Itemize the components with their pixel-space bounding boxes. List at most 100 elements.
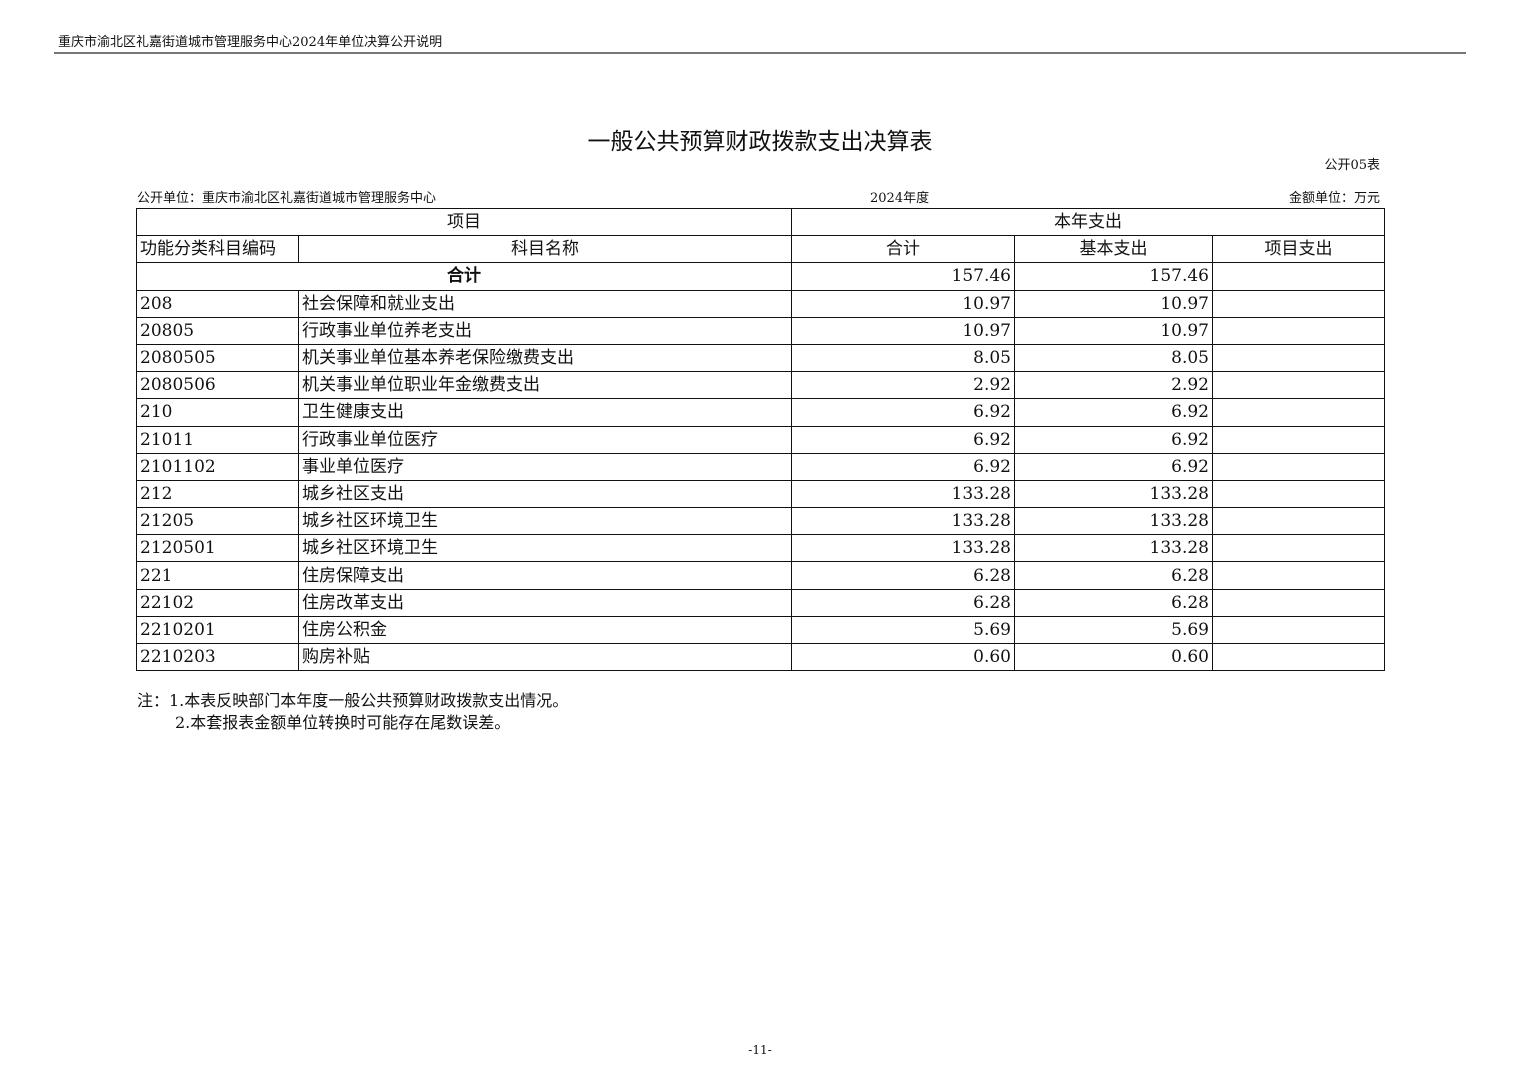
col-name: 科目名称 <box>298 235 792 264</box>
fiscal-year: 2024年度 <box>870 191 930 206</box>
table-number: 公开05表 <box>1324 158 1380 173</box>
cell-basic: 133.28 <box>1014 534 1213 563</box>
running-header: 重庆市渝北区礼嘉街道城市管理服务中心2024年单位决算公开说明 <box>58 35 443 50</box>
table-row: 2101102 事业单位医疗 6.92 6.92 <box>136 452 1385 481</box>
cell-basic: 6.92 <box>1014 452 1213 481</box>
cell-name: 购房补贴 <box>298 642 792 672</box>
cell-name: 住房公积金 <box>298 615 792 645</box>
page-title: 一般公共预算财政拨款支出决算表 <box>587 129 933 155</box>
cell-name: 住房保障支出 <box>298 561 792 590</box>
table-row: 22102 住房改革支出 6.28 6.28 <box>136 588 1385 617</box>
reporting-unit: 公开单位：重庆市渝北区礼嘉街道城市管理服务中心 <box>137 191 437 206</box>
expenditure-table: 项目 本年支出 功能分类科目编码 科目名称 合计 基本支出 项目支出 合计 15… <box>136 207 1385 672</box>
table-row: 20805 行政事业单位养老支出 10.97 10.97 <box>136 316 1385 345</box>
notes: 注：1.本表反映部门本年度一般公共预算财政拨款支出情况。 2.本套报表金额单位转… <box>137 690 568 734</box>
cell-total: 10.97 <box>791 316 1015 345</box>
cell-project <box>1212 316 1385 345</box>
cell-name: 城乡社区环境卫生 <box>298 507 792 536</box>
total-row: 合计 157.46 157.46 <box>136 262 1385 291</box>
table-row: 2120501 城乡社区环境卫生 133.28 133.28 <box>136 534 1385 563</box>
cell-name: 行政事业单位养老支出 <box>298 316 792 345</box>
table-row: 21011 行政事业单位医疗 6.92 6.92 <box>136 425 1385 454</box>
total-basic: 157.46 <box>1014 262 1213 291</box>
cell-basic: 8.05 <box>1014 343 1213 373</box>
cell-basic: 5.69 <box>1014 615 1213 645</box>
cell-code: 210 <box>136 398 299 427</box>
cell-total: 6.92 <box>791 452 1015 481</box>
cell-project <box>1212 289 1385 318</box>
table-row: 2080506 机关事业单位职业年金缴费支出 2.92 2.92 <box>136 371 1385 400</box>
cell-project <box>1212 398 1385 427</box>
cell-name: 城乡社区环境卫生 <box>298 534 792 563</box>
total-label: 合计 <box>136 262 792 291</box>
cell-project <box>1212 507 1385 536</box>
table-row: 2080505 机关事业单位基本养老保险缴费支出 8.05 8.05 <box>136 343 1385 373</box>
cell-code: 2120501 <box>136 534 299 563</box>
cell-total: 6.28 <box>791 561 1015 590</box>
cell-total: 2.92 <box>791 371 1015 400</box>
table-row: 210 卫生健康支出 6.92 6.92 <box>136 398 1385 427</box>
table-row: 2210203 购房补贴 0.60 0.60 <box>136 642 1385 672</box>
cell-basic: 133.28 <box>1014 507 1213 536</box>
table-row: 2210201 住房公积金 5.69 5.69 <box>136 615 1385 645</box>
total-project <box>1212 262 1385 291</box>
cell-name: 社会保障和就业支出 <box>298 289 792 318</box>
cell-basic: 0.60 <box>1014 642 1213 672</box>
cell-project <box>1212 371 1385 400</box>
note-2: 2.本套报表金额单位转换时可能存在尾数误差。 <box>175 713 511 732</box>
cell-code: 22102 <box>136 588 299 617</box>
cell-code: 21011 <box>136 425 299 454</box>
cell-code: 2210201 <box>136 615 299 645</box>
cell-project <box>1212 588 1385 617</box>
cell-total: 10.97 <box>791 289 1015 318</box>
table-row: 221 住房保障支出 6.28 6.28 <box>136 561 1385 590</box>
amount-unit: 金额单位：万元 <box>1288 191 1380 206</box>
cell-name: 事业单位医疗 <box>298 452 792 481</box>
cell-code: 2101102 <box>136 452 299 481</box>
cell-total: 0.60 <box>791 642 1015 672</box>
cell-code: 2080506 <box>136 371 299 400</box>
cell-project <box>1212 615 1385 645</box>
cell-total: 6.28 <box>791 588 1015 617</box>
cell-basic: 10.97 <box>1014 316 1213 345</box>
cell-project <box>1212 479 1385 509</box>
cell-total: 133.28 <box>791 507 1015 536</box>
cell-code: 208 <box>136 289 299 318</box>
cell-name: 机关事业单位职业年金缴费支出 <box>298 371 792 400</box>
col-basic: 基本支出 <box>1014 235 1213 264</box>
cell-code: 212 <box>136 479 299 509</box>
header-current-year: 本年支出 <box>791 207 1385 237</box>
cell-total: 6.92 <box>791 425 1015 454</box>
cell-name: 住房改革支出 <box>298 588 792 617</box>
table-row: 208 社会保障和就业支出 10.97 10.97 <box>136 289 1385 318</box>
cell-total: 133.28 <box>791 479 1015 509</box>
cell-total: 5.69 <box>791 615 1015 645</box>
cell-project <box>1212 343 1385 373</box>
cell-basic: 2.92 <box>1014 371 1213 400</box>
cell-total: 133.28 <box>791 534 1015 563</box>
cell-project <box>1212 642 1385 672</box>
col-code: 功能分类科目编码 <box>136 235 299 264</box>
cell-code: 2210203 <box>136 642 299 672</box>
header-row: 项目 本年支出 <box>136 207 1385 237</box>
cell-code: 221 <box>136 561 299 590</box>
cell-name: 行政事业单位医疗 <box>298 425 792 454</box>
cell-code: 21205 <box>136 507 299 536</box>
cell-project <box>1212 561 1385 590</box>
page-number: -11- <box>748 1043 772 1057</box>
cell-code: 2080505 <box>136 343 299 373</box>
total-value: 157.46 <box>791 262 1015 291</box>
cell-name: 卫生健康支出 <box>298 398 792 427</box>
col-project: 项目支出 <box>1212 235 1385 264</box>
cell-basic: 133.28 <box>1014 479 1213 509</box>
col-total: 合计 <box>791 235 1015 264</box>
cell-total: 8.05 <box>791 343 1015 373</box>
note-1: 注：1.本表反映部门本年度一般公共预算财政拨款支出情况。 <box>137 691 569 710</box>
cell-basic: 10.97 <box>1014 289 1213 318</box>
cell-project <box>1212 452 1385 481</box>
table-row: 212 城乡社区支出 133.28 133.28 <box>136 479 1385 509</box>
cell-basic: 6.28 <box>1014 561 1213 590</box>
table-row: 21205 城乡社区环境卫生 133.28 133.28 <box>136 507 1385 536</box>
cell-basic: 6.92 <box>1014 425 1213 454</box>
cell-project <box>1212 534 1385 563</box>
